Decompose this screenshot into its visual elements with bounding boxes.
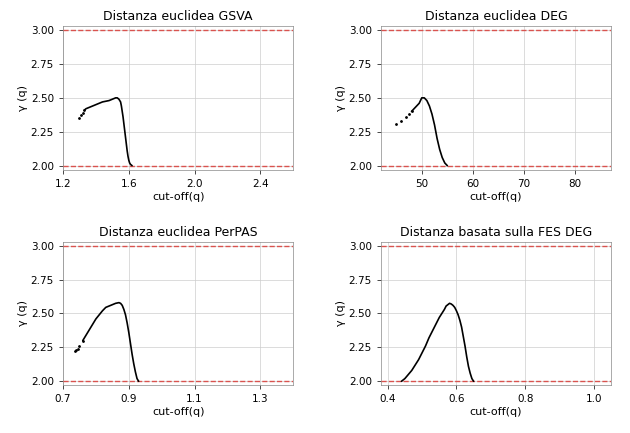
Title: Distanza euclidea DEG: Distanza euclidea DEG	[425, 10, 568, 23]
X-axis label: cut-off(q): cut-off(q)	[470, 407, 522, 417]
Title: Distanza euclidea PerPAS: Distanza euclidea PerPAS	[99, 226, 258, 239]
Y-axis label: γ (q): γ (q)	[336, 85, 346, 111]
X-axis label: cut-off(q): cut-off(q)	[470, 191, 522, 201]
Y-axis label: γ (q): γ (q)	[18, 85, 28, 111]
Y-axis label: γ (q): γ (q)	[18, 301, 28, 326]
Title: Distanza basata sulla FES DEG: Distanza basata sulla FES DEG	[400, 226, 592, 239]
Y-axis label: γ (q): γ (q)	[336, 301, 346, 326]
X-axis label: cut-off(q): cut-off(q)	[152, 407, 204, 417]
Title: Distanza euclidea GSVA: Distanza euclidea GSVA	[103, 10, 253, 23]
X-axis label: cut-off(q): cut-off(q)	[152, 191, 204, 201]
